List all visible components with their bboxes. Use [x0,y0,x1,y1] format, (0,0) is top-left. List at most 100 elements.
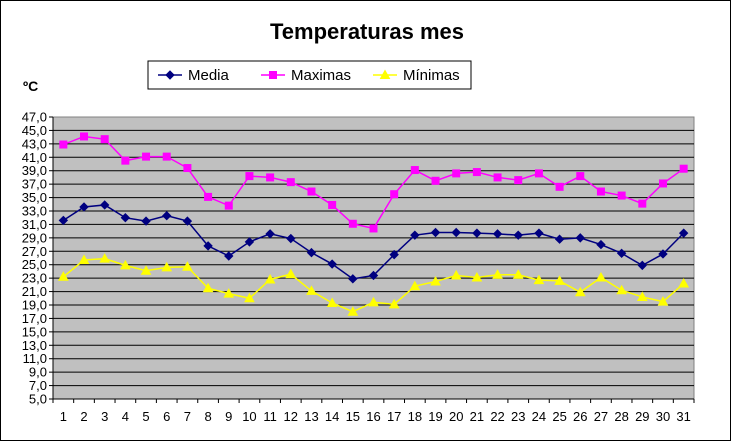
data-point-maximas [514,176,523,185]
legend: Media Maximas Mínimas [147,60,472,90]
data-point-minimas [574,286,586,297]
legend-label-media: Media [188,67,230,84]
x-tick-label: 18 [408,409,422,424]
data-point-media [79,202,89,212]
y-tick-label: 37,0 [22,177,47,192]
data-point-minimas [678,277,690,288]
data-point-minimas [161,261,173,272]
series-maximas [59,132,688,233]
x-tick-label: 10 [242,409,256,424]
data-point-maximas [162,152,171,161]
data-point-minimas [285,268,297,279]
x-tick-label: 23 [511,409,525,424]
x-tick-label: 30 [656,409,670,424]
y-tick-label: 19,0 [22,298,47,313]
x-tick-label: 29 [635,409,649,424]
data-point-maximas [679,164,688,173]
data-point-media [658,249,668,259]
data-point-maximas [638,199,647,208]
data-point-minimas [368,296,379,307]
data-point-minimas [492,269,503,279]
data-point-maximas [328,200,337,209]
data-point-maximas [266,173,275,182]
data-point-media [306,247,317,258]
y-tick-label: 35,0 [22,190,47,205]
data-point-maximas [658,179,667,188]
x-tick-label: 17 [387,409,401,424]
data-point-minimas [554,275,565,285]
x-tick-label: 20 [449,409,463,424]
x-tick-label: 6 [163,409,170,424]
y-tick-label: 7,0 [29,378,47,393]
plot-background [52,116,695,400]
data-point-media [534,228,544,238]
data-point-minimas [430,275,441,286]
legend-box [147,60,472,90]
y-tick-label: 33,0 [22,204,47,219]
x-tick-label: 11 [263,409,277,424]
data-point-maximas [410,166,419,175]
data-point-media [616,248,627,259]
data-point-media [492,229,503,239]
data-point-minimas [182,261,193,271]
x-tick-label: 3 [101,409,108,424]
data-point-maximas [431,176,440,185]
data-point-minimas [140,265,152,275]
chart-title: Temperaturas mes [270,19,464,44]
data-point-minimas [57,271,69,281]
data-point-media [389,249,399,260]
data-point-maximas [534,169,543,178]
data-point-minimas [595,271,607,282]
data-point-media [368,270,379,281]
data-point-maximas [204,192,213,201]
data-point-media [58,215,69,226]
data-point-maximas [617,191,626,200]
x-tick-label: 21 [470,409,484,424]
data-point-maximas [348,219,357,228]
x-tick-label: 1 [60,409,67,424]
y-tick-label: 21,0 [22,284,47,299]
data-point-maximas [307,187,316,196]
data-point-media [244,237,255,247]
data-point-maximas [596,187,605,196]
data-point-media [120,213,131,223]
data-point-maximas [390,190,399,199]
data-point-minimas [120,259,131,270]
data-point-minimas [347,306,359,316]
y-tick-label: 23,0 [22,271,47,286]
data-point-media [451,227,461,238]
x-tick-label: 7 [184,409,191,424]
legend-label-maximas: Maximas [291,67,351,84]
y-tick-label: 43,0 [22,136,47,151]
legend-marker-minimas [379,69,391,79]
data-point-maximas [493,173,502,182]
x-tick-label: 13 [304,409,318,424]
x-tick-label: 4 [122,409,129,424]
data-point-media [348,274,358,284]
data-point-minimas [657,296,669,306]
data-point-media [224,251,234,261]
data-point-maximas [121,156,130,165]
data-point-media [141,216,151,226]
y-tick-label: 39,0 [22,163,47,178]
data-point-maximas [452,169,461,178]
series-media [58,200,689,284]
data-point-media [430,227,441,238]
data-point-minimas [78,254,90,265]
data-point-media [575,233,585,243]
legend-marker-media [165,70,175,80]
data-point-maximas [369,224,378,233]
legend-marker-maximas [269,71,277,79]
data-point-minimas [409,280,421,291]
y-tick-label: 47,0 [22,110,47,125]
series-minimas [57,253,690,316]
data-point-minimas [616,284,627,295]
series-layer [57,132,690,316]
data-point-maximas [142,152,151,161]
data-point-minimas [450,269,462,280]
y-tick-label: 45,0 [22,123,47,138]
data-point-maximas [59,140,68,149]
x-tick-label: 12 [284,409,298,424]
data-point-minimas [326,297,338,307]
